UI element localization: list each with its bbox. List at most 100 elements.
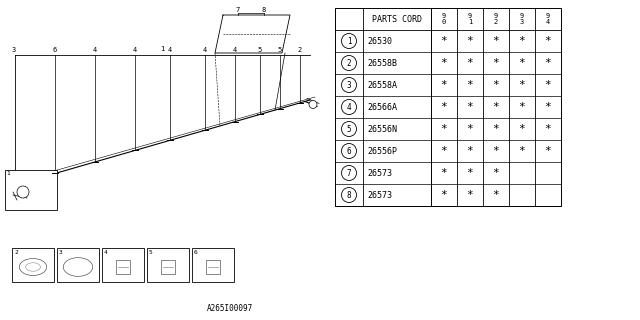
Text: 26530: 26530: [367, 36, 392, 45]
Circle shape: [309, 100, 317, 108]
Bar: [5, 170, 57, 210]
Text: *: *: [493, 168, 499, 178]
Text: 1: 1: [161, 46, 164, 52]
Ellipse shape: [26, 263, 40, 271]
Text: 26558A: 26558A: [367, 81, 397, 90]
Text: *: *: [467, 36, 474, 46]
Text: 2: 2: [347, 59, 351, 68]
Text: *: *: [493, 190, 499, 200]
Text: *: *: [493, 146, 499, 156]
Text: *: *: [518, 102, 525, 112]
Text: 26556N: 26556N: [367, 124, 397, 133]
Text: 9
3: 9 3: [520, 13, 524, 25]
Text: *: *: [440, 80, 447, 90]
Text: *: *: [518, 58, 525, 68]
Text: 8: 8: [262, 7, 266, 13]
Text: *: *: [545, 146, 552, 156]
Bar: [12, 248, 54, 282]
Text: 3: 3: [59, 250, 63, 255]
Text: *: *: [545, 80, 552, 90]
Text: *: *: [545, 124, 552, 134]
Text: 1: 1: [347, 36, 351, 45]
Text: 26566A: 26566A: [367, 102, 397, 111]
Text: 26558B: 26558B: [367, 59, 397, 68]
Text: *: *: [467, 190, 474, 200]
Bar: [57, 248, 99, 282]
Bar: [206, 260, 220, 274]
Text: 9
4: 9 4: [546, 13, 550, 25]
Text: 9
1: 9 1: [468, 13, 472, 25]
Text: 9
0: 9 0: [442, 13, 446, 25]
Text: *: *: [493, 124, 499, 134]
Text: *: *: [440, 102, 447, 112]
Text: 9
2: 9 2: [494, 13, 498, 25]
Circle shape: [342, 165, 356, 180]
Text: *: *: [545, 102, 552, 112]
Text: *: *: [493, 102, 499, 112]
Text: *: *: [440, 124, 447, 134]
Text: 6: 6: [194, 250, 198, 255]
Text: 5: 5: [278, 47, 282, 53]
Bar: [335, 8, 561, 206]
Text: PARTS CORD: PARTS CORD: [372, 14, 422, 23]
Text: 4: 4: [233, 47, 237, 53]
Text: *: *: [467, 80, 474, 90]
Text: *: *: [493, 80, 499, 90]
Text: *: *: [518, 80, 525, 90]
Text: *: *: [518, 124, 525, 134]
Bar: [147, 248, 189, 282]
Text: 6: 6: [53, 47, 57, 53]
Bar: [102, 248, 144, 282]
Circle shape: [342, 55, 356, 70]
Circle shape: [342, 34, 356, 49]
Text: 26573: 26573: [367, 190, 392, 199]
Text: 5: 5: [258, 47, 262, 53]
Text: 1: 1: [6, 171, 10, 176]
Text: 5: 5: [347, 124, 351, 133]
Ellipse shape: [19, 259, 47, 276]
Text: 4: 4: [93, 47, 97, 53]
Text: 4: 4: [104, 250, 108, 255]
Circle shape: [342, 143, 356, 158]
Text: 7: 7: [347, 169, 351, 178]
Circle shape: [342, 100, 356, 115]
Circle shape: [342, 77, 356, 92]
Circle shape: [17, 186, 29, 198]
Text: *: *: [467, 58, 474, 68]
Text: 7: 7: [236, 7, 239, 13]
Text: *: *: [545, 36, 552, 46]
Text: 5: 5: [149, 250, 153, 255]
Bar: [116, 260, 130, 274]
Text: *: *: [440, 146, 447, 156]
Text: *: *: [467, 102, 474, 112]
Circle shape: [342, 122, 356, 137]
Text: *: *: [493, 58, 499, 68]
Ellipse shape: [63, 258, 93, 276]
Circle shape: [342, 188, 356, 203]
Text: *: *: [518, 146, 525, 156]
Text: 6: 6: [347, 147, 351, 156]
Text: 8: 8: [347, 190, 351, 199]
Text: 4: 4: [347, 102, 351, 111]
Text: *: *: [518, 36, 525, 46]
Text: 26556P: 26556P: [367, 147, 397, 156]
Text: 4: 4: [133, 47, 137, 53]
Text: 4: 4: [168, 47, 172, 53]
Text: 3: 3: [12, 47, 16, 53]
Text: *: *: [467, 124, 474, 134]
Text: *: *: [467, 168, 474, 178]
Text: *: *: [440, 58, 447, 68]
Text: *: *: [467, 146, 474, 156]
Text: *: *: [493, 36, 499, 46]
Bar: [192, 248, 234, 282]
Text: *: *: [545, 58, 552, 68]
Bar: [161, 260, 175, 274]
Text: *: *: [440, 168, 447, 178]
Text: 3: 3: [347, 81, 351, 90]
Text: A265I00097: A265I00097: [207, 304, 253, 313]
Text: *: *: [440, 190, 447, 200]
Text: 2: 2: [298, 47, 302, 53]
Text: 26573: 26573: [367, 169, 392, 178]
Text: 4: 4: [203, 47, 207, 53]
Text: *: *: [440, 36, 447, 46]
